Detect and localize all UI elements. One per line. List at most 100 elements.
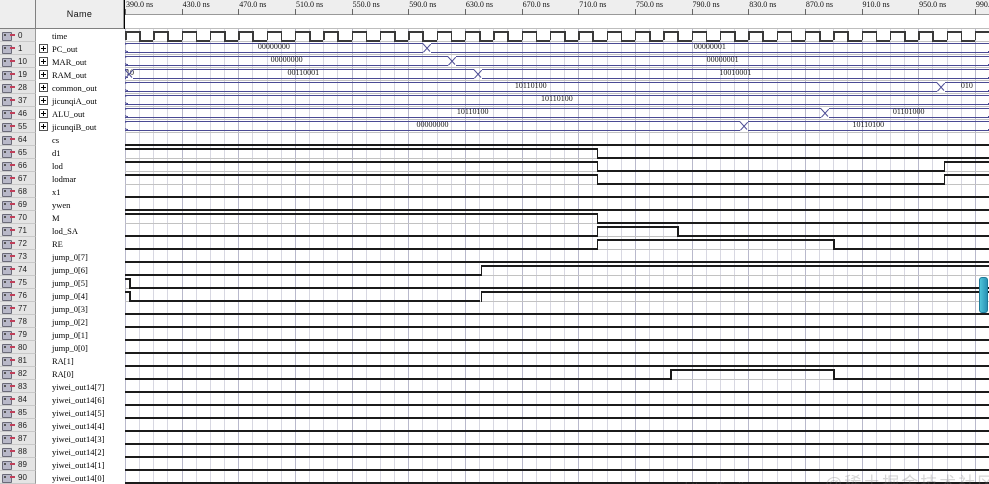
signal-row[interactable]: 80 jump_0[0] [0,341,125,354]
signal-row[interactable]: 19 RAM_out [0,68,125,81]
signal-row[interactable]: 10 MAR_out [0,55,125,68]
signal-row[interactable]: 82 RA[0] [0,367,125,380]
signal-row[interactable]: 86 yiwei_out14[4] [0,419,125,432]
signal-row[interactable]: 67 lodmar [0,172,125,185]
signal-index-cell[interactable]: 66 [0,159,36,172]
signal-row[interactable]: 0 time [0,29,125,42]
signal-name-cell[interactable]: lod_SA [36,224,125,237]
signal-index-cell[interactable]: 0 [0,29,36,42]
signal-row[interactable]: 83 yiwei_out14[7] [0,380,125,393]
signal-name-cell[interactable]: lod [36,159,125,172]
signal-row[interactable]: 65 d1 [0,146,125,159]
signal-name-cell[interactable]: yiwei_out14[7] [36,380,125,393]
signal-row[interactable]: 74 jump_0[6] [0,263,125,276]
signal-index-cell[interactable]: 46 [0,107,36,120]
signal-name-cell[interactable]: d1 [36,146,125,159]
expand-plus-icon[interactable] [39,70,48,79]
signal-name-cell[interactable]: time [36,29,125,42]
signal-name-cell[interactable]: jicunqiB_out [36,120,125,133]
signal-index-cell[interactable]: 90 [0,471,36,484]
signal-row[interactable]: 28 common_out [0,81,125,94]
signal-index-cell[interactable]: 69 [0,198,36,211]
signal-row[interactable]: 89 yiwei_out14[1] [0,458,125,471]
signal-row[interactable]: 75 jump_0[5] [0,276,125,289]
time-ruler[interactable]: 390.0 ns 430.0 ns 470.0 ns 510.0 ns 550.0 ns… [125,0,989,15]
signal-name-cell[interactable]: x1 [36,185,125,198]
signal-name-cell[interactable]: jump_0[5] [36,276,125,289]
signal-index-cell[interactable]: 85 [0,406,36,419]
signal-name-cell[interactable]: RAM_out [36,68,125,81]
signal-row[interactable]: 37 jicunqiA_out [0,94,125,107]
signal-row[interactable]: 81 RA[1] [0,354,125,367]
signal-name-cell[interactable]: yiwei_out14[6] [36,393,125,406]
signal-index-cell[interactable]: 19 [0,68,36,81]
signal-index-cell[interactable]: 81 [0,354,36,367]
expand-plus-icon[interactable] [39,44,48,53]
signal-index-cell[interactable]: 77 [0,302,36,315]
signal-name-cell[interactable]: yiwei_out14[0] [36,471,125,484]
signal-row[interactable]: 72 RE [0,237,125,250]
signal-row[interactable]: 73 jump_0[7] [0,250,125,263]
signal-name-cell[interactable]: ALU_out [36,107,125,120]
signal-row[interactable]: 68 x1 [0,185,125,198]
signal-index-cell[interactable]: 88 [0,445,36,458]
signal-index-cell[interactable]: 71 [0,224,36,237]
signal-name-cell[interactable]: jump_0[0] [36,341,125,354]
signal-row[interactable]: 55 jicunqiB_out [0,120,125,133]
signal-row[interactable]: 85 yiwei_out14[5] [0,406,125,419]
signal-name-cell[interactable]: yiwei_out14[3] [36,432,125,445]
signal-name-cell[interactable]: yiwei_out14[4] [36,419,125,432]
signal-name-cell[interactable]: jump_0[2] [36,315,125,328]
signal-name-cell[interactable]: lodmar [36,172,125,185]
signal-index-cell[interactable]: 80 [0,341,36,354]
signal-index-cell[interactable]: 87 [0,432,36,445]
signal-row[interactable]: 64 cs [0,133,125,146]
signal-name-cell[interactable]: yiwei_out14[1] [36,458,125,471]
signal-row[interactable]: 84 yiwei_out14[6] [0,393,125,406]
signal-name-cell[interactable]: jump_0[1] [36,328,125,341]
expand-plus-icon[interactable] [39,57,48,66]
signal-index-cell[interactable]: 28 [0,81,36,94]
signal-index-cell[interactable]: 75 [0,276,36,289]
signal-index-cell[interactable]: 10 [0,55,36,68]
signal-name-cell[interactable]: common_out [36,81,125,94]
signal-name-cell[interactable]: jump_0[6] [36,263,125,276]
signal-row[interactable]: 79 jump_0[1] [0,328,125,341]
signal-name-cell[interactable]: RE [36,237,125,250]
signal-name-cell[interactable]: MAR_out [36,55,125,68]
expand-plus-icon[interactable] [39,122,48,131]
signal-row[interactable]: 88 yiwei_out14[2] [0,445,125,458]
signal-index-cell[interactable]: 64 [0,133,36,146]
signal-index-cell[interactable]: 67 [0,172,36,185]
signal-name-cell[interactable]: cs [36,133,125,146]
signal-index-cell[interactable]: 89 [0,458,36,471]
signal-index-cell[interactable]: 70 [0,211,36,224]
signal-name-cell[interactable]: PC_out [36,42,125,55]
signal-name-cell[interactable]: yiwei_out14[5] [36,406,125,419]
signal-index-cell[interactable]: 86 [0,419,36,432]
expand-plus-icon[interactable] [39,109,48,118]
signal-index-cell[interactable]: 78 [0,315,36,328]
signal-name-cell[interactable]: RA[0] [36,367,125,380]
signal-name-cell[interactable]: M [36,211,125,224]
signal-row[interactable]: 69 ywen [0,198,125,211]
signal-name-cell[interactable]: jump_0[7] [36,250,125,263]
signal-row[interactable]: 66 lod [0,159,125,172]
vertical-scrollbar-thumb[interactable] [979,277,988,313]
signal-row[interactable]: 70 M [0,211,125,224]
signal-index-cell[interactable]: 76 [0,289,36,302]
signal-row[interactable]: 78 jump_0[2] [0,315,125,328]
signal-name-cell[interactable]: ywen [36,198,125,211]
signal-name-cell[interactable]: yiwei_out14[2] [36,445,125,458]
signal-row[interactable]: 76 jump_0[4] [0,289,125,302]
signal-index-cell[interactable]: 65 [0,146,36,159]
signal-index-cell[interactable]: 37 [0,94,36,107]
expand-plus-icon[interactable] [39,96,48,105]
signal-index-cell[interactable]: 55 [0,120,36,133]
signal-index-cell[interactable]: 74 [0,263,36,276]
signal-index-cell[interactable]: 68 [0,185,36,198]
signal-name-cell[interactable]: jicunqiA_out [36,94,125,107]
signal-row[interactable]: 77 jump_0[3] [0,302,125,315]
signal-index-cell[interactable]: 79 [0,328,36,341]
expand-plus-icon[interactable] [39,83,48,92]
